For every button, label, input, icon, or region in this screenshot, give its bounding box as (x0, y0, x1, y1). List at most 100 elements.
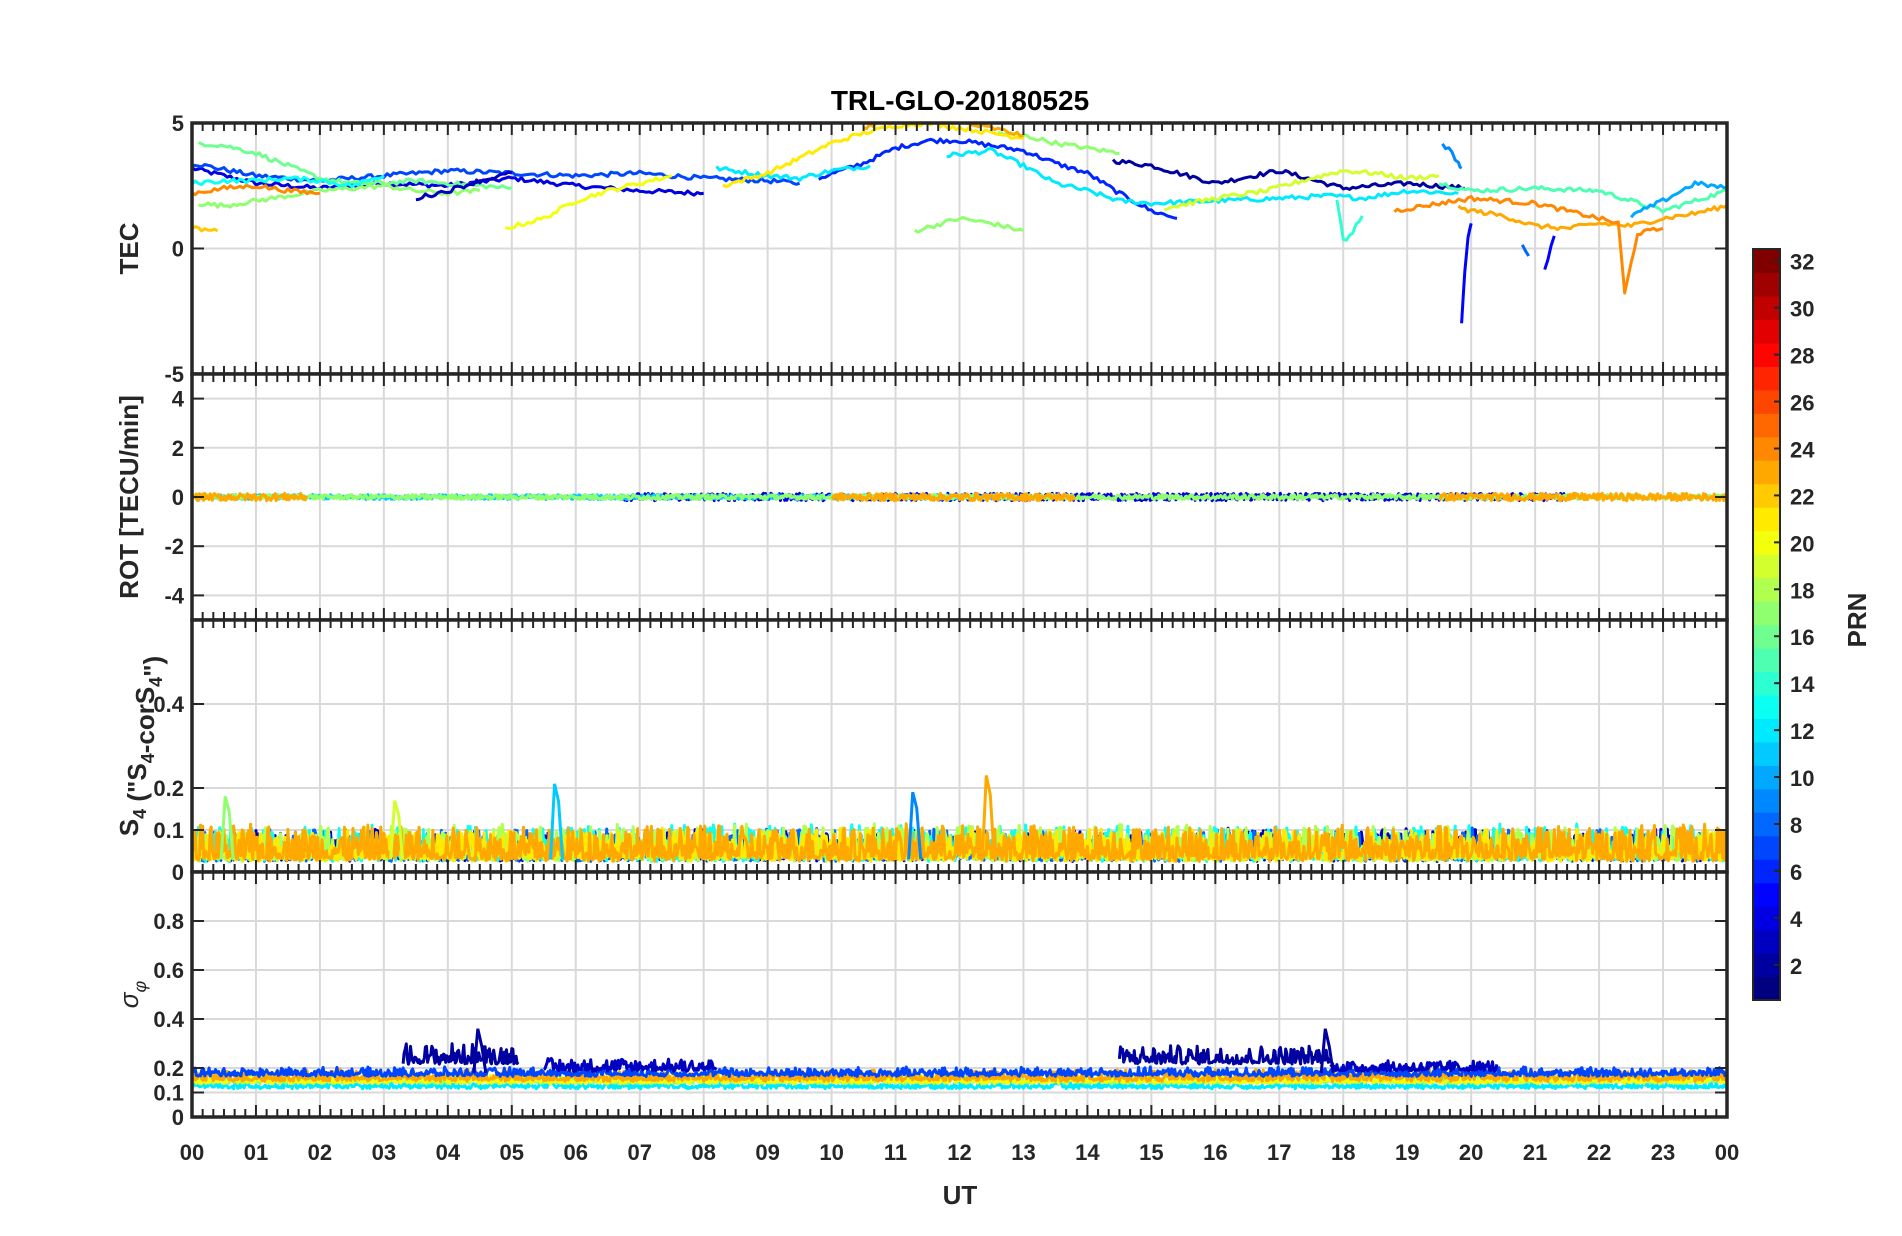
series-prn-3 (543, 1056, 718, 1073)
series-prn-23 (192, 491, 309, 503)
y-tick-label: 0 (172, 485, 184, 510)
colorbar-step (1753, 272, 1780, 297)
panel-tec: -5 0 5 TEC (114, 111, 1729, 387)
y-tick-label: 0.1 (153, 1081, 184, 1106)
panel-sigma: 00.10.2 0.4 0.6 0.8 σφ (114, 870, 1729, 1130)
series-prn-23 (863, 123, 1024, 138)
x-tick-label: 16 (1203, 1140, 1227, 1165)
y-axis-label-sigma: σφ (114, 981, 150, 1009)
y-tick-label: 2 (172, 436, 184, 461)
series-group (192, 123, 1727, 324)
x-tick-label: 18 (1331, 1140, 1355, 1165)
x-tick-label: 07 (627, 1140, 651, 1165)
colorbar-step (1753, 319, 1780, 344)
x-tick-label: 01 (244, 1140, 268, 1165)
series-prn-13 (192, 174, 385, 189)
chart-title: TRL-GLO-20180525 (831, 85, 1089, 116)
colorbar-step (1753, 788, 1780, 813)
y-tick-label: 0.6 (153, 958, 184, 983)
y-tick-label: 0 (172, 860, 184, 885)
series-group (192, 491, 1727, 503)
peak-prn-2 (472, 1028, 488, 1074)
x-minor-ticks (191, 620, 1728, 873)
series-prn-5 (1460, 223, 1473, 324)
series-prn-7 (192, 1065, 1727, 1078)
x-tick-label: 14 (1075, 1140, 1100, 1165)
y-tick-label: 0 (172, 237, 184, 262)
colorbar-step (1753, 976, 1780, 1001)
colorbar-tick-label: 30 (1790, 297, 1814, 322)
colorbar-tick-label: 10 (1790, 766, 1814, 791)
y-tick-label: 4 (172, 387, 185, 412)
colorbar-step (1753, 882, 1780, 907)
y-tick-label: -2 (164, 534, 184, 559)
x-tick-label: 20 (1459, 1140, 1483, 1165)
y-tick-label: 0.8 (153, 909, 184, 934)
series-prn-22 (192, 225, 219, 233)
x-minor-ticks (191, 122, 1728, 375)
colorbar-tick-label: 14 (1790, 672, 1815, 697)
series-prn-3 (415, 170, 513, 202)
series-prn-23 (1457, 204, 1727, 232)
series-prn-2 (1117, 1044, 1332, 1066)
x-tick-label: 13 (1011, 1140, 1035, 1165)
series-prn-12 (192, 1080, 1727, 1091)
colorbar-frame (1752, 248, 1781, 1001)
series-prn-14 (1335, 199, 1364, 242)
x-tick-label: 15 (1139, 1140, 1163, 1165)
colorbar-step (1753, 929, 1780, 954)
colorbar-tick-label: 22 (1790, 484, 1814, 509)
x-tick-label: 12 (947, 1140, 971, 1165)
colorbar-tick-label: 2 (1790, 954, 1802, 979)
x-minor-ticks (191, 872, 1728, 1118)
x-tick-label: 21 (1523, 1140, 1547, 1165)
y-tick-label: -4 (164, 583, 184, 608)
series-prn-17 (198, 182, 481, 209)
colorbar-step (1753, 460, 1780, 485)
colorbar-step (1753, 507, 1780, 532)
panel-rot: -4 -2 0 2 4 ROT [TECU/min] (114, 372, 1729, 622)
colorbar-label: PRN (1842, 593, 1872, 648)
x-tick-label: 05 (500, 1140, 524, 1165)
series-prn-3 (1329, 1059, 1499, 1073)
y-tick-label: 0.4 (153, 1007, 184, 1032)
series-prn-23 (830, 491, 1076, 503)
x-axis: 00 01 02 03 04 05 06 07 08 09 10 11 12 13 14 15 16 17 18 19… (180, 1140, 1739, 1165)
grid (192, 123, 1727, 374)
colorbar-tick-label: 8 (1790, 813, 1802, 838)
colorbar-tick-label: 20 (1790, 531, 1814, 556)
y-tick-label: 0.2 (153, 776, 184, 801)
colorbar-tick-label: 28 (1790, 344, 1814, 369)
y-tick-label: 0.1 (153, 818, 184, 843)
panel-s4: 0 0.1 0.2 0.4S4 ("S4-corS4") (114, 618, 1729, 885)
series-prn-6 (818, 137, 1178, 220)
x-tick-label: 02 (308, 1140, 332, 1165)
colorbar-step (1753, 835, 1780, 860)
peak-prn-23 (980, 775, 996, 860)
x-tick-label: 17 (1267, 1140, 1291, 1165)
series-prn-24 (1393, 195, 1664, 295)
y-axis-label-tec: TEC (114, 222, 144, 274)
series-prn-9 (1441, 143, 1463, 170)
y-tick-label: 0.2 (153, 1056, 184, 1081)
colorbar-tick-label: 6 (1790, 860, 1802, 885)
x-tick-label: 03 (372, 1140, 396, 1165)
colorbar-step (1753, 694, 1780, 719)
series-prn-21 (722, 123, 1024, 189)
y-tick-label: 0.4 (153, 692, 184, 717)
series-prn-12 (715, 164, 871, 182)
series-prn-2 (401, 1042, 520, 1066)
colorbar-step (1753, 741, 1780, 766)
colorbar-tick-label: 16 (1790, 625, 1814, 650)
x-tick-label: 22 (1587, 1140, 1611, 1165)
colorbar-tick-label: 26 (1790, 391, 1814, 416)
series-prn-2 (1111, 158, 1465, 191)
series-prn-10 (1629, 180, 1727, 219)
x-tick-label: 04 (436, 1140, 461, 1165)
peak-prn-17 (219, 796, 235, 860)
colorbar-step (1753, 413, 1780, 438)
series-prn-8 (1520, 244, 1530, 257)
x-tick-label: 00 (1715, 1140, 1739, 1165)
